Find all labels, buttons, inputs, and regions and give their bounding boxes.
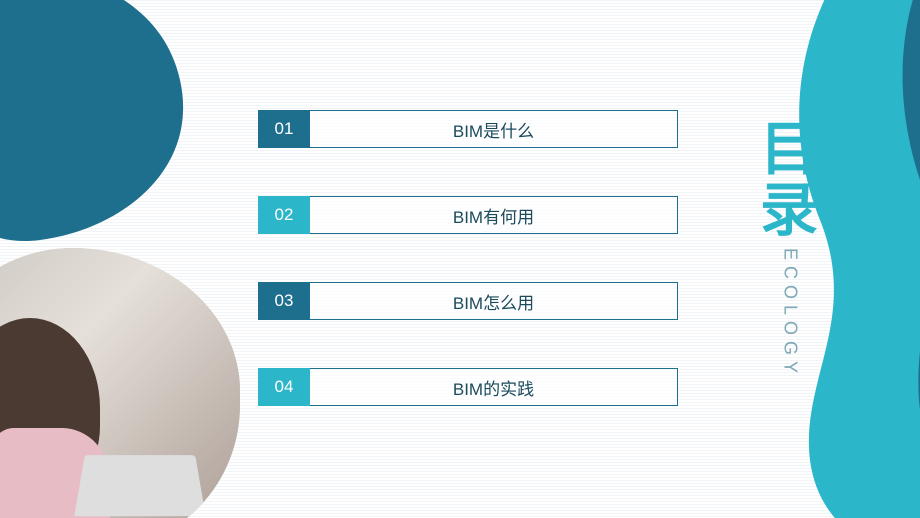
toc-num-1: 01 xyxy=(258,110,310,148)
toc-label-4: BIM的实践 xyxy=(310,368,678,406)
blob-top-left-path xyxy=(0,0,183,241)
title-cn-line1: 目 xyxy=(760,120,820,181)
blob-top-left xyxy=(0,0,220,260)
toc-item-3[interactable]: 03 BIM怎么用 xyxy=(258,282,678,320)
toc-label-2: BIM有何用 xyxy=(310,196,678,234)
toc-label-1: BIM是什么 xyxy=(310,110,678,148)
toc-num-4: 04 xyxy=(258,368,310,406)
laptop-shape xyxy=(74,455,206,516)
title-cn: 目 录 xyxy=(760,120,820,242)
toc-num-2: 02 xyxy=(258,196,310,234)
toc-item-1[interactable]: 01 BIM是什么 xyxy=(258,110,678,148)
slide: 01 BIM是什么 02 BIM有何用 03 BIM怎么用 04 BIM的实践 … xyxy=(0,0,920,518)
title-cn-line2: 录 xyxy=(760,181,820,242)
title-block: 目 录 ECOLOGY xyxy=(760,120,820,379)
toc-label-3: BIM怎么用 xyxy=(310,282,678,320)
meeting-photo xyxy=(0,248,240,518)
toc-list: 01 BIM是什么 02 BIM有何用 03 BIM怎么用 04 BIM的实践 xyxy=(258,110,678,454)
toc-num-3: 03 xyxy=(258,282,310,320)
photo-blob xyxy=(0,248,240,518)
toc-item-4[interactable]: 04 BIM的实践 xyxy=(258,368,678,406)
title-en: ECOLOGY xyxy=(779,248,800,379)
toc-item-2[interactable]: 02 BIM有何用 xyxy=(258,196,678,234)
